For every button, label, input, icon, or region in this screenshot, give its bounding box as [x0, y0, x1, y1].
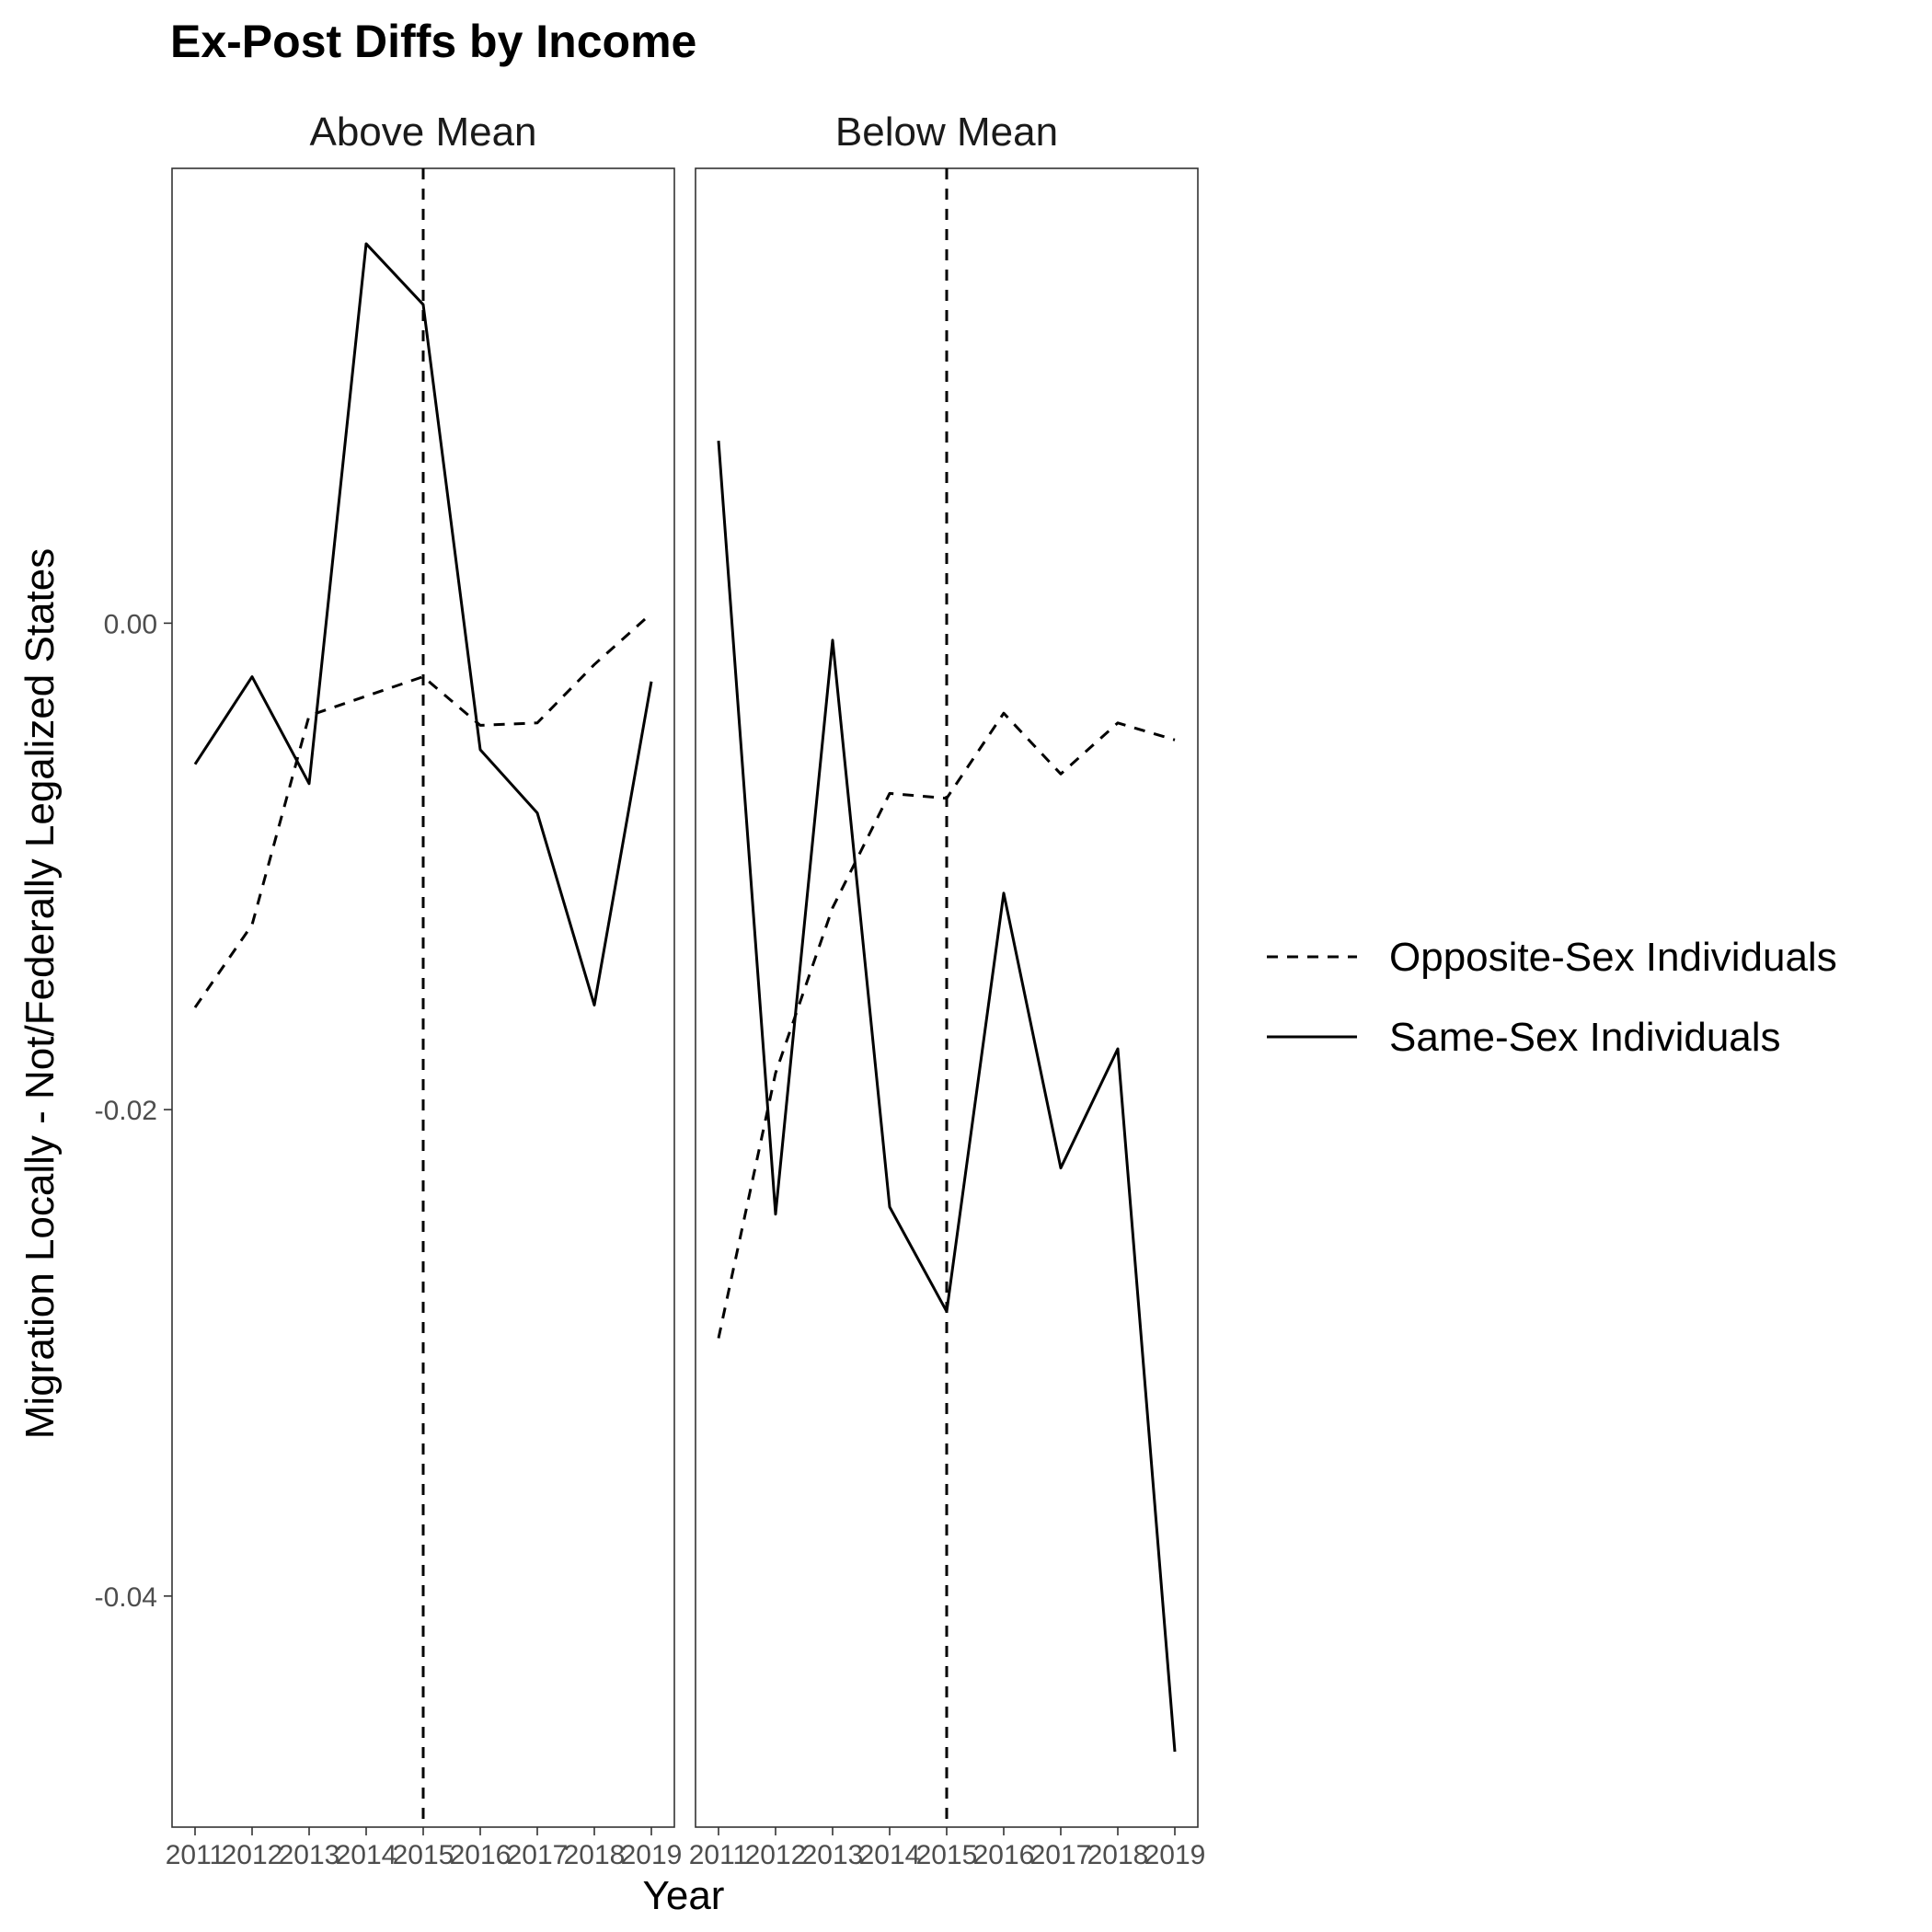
x-tick-label: 2016: [973, 1840, 1035, 1870]
y-axis-title: Migration Locally - Not/Federally Legali…: [17, 548, 63, 1439]
x-tick-label: 2014: [336, 1840, 397, 1870]
y-tick-label: -0.02: [95, 1096, 157, 1126]
x-tick-label: 2014: [859, 1840, 921, 1870]
x-tick-label: 2019: [1144, 1840, 1206, 1870]
x-tick-label: 2011: [166, 1840, 225, 1870]
x-tick-label: 2017: [507, 1840, 569, 1870]
chart-title: Ex-Post Diffs by Income: [170, 16, 696, 67]
x-tick-label: 2013: [802, 1840, 864, 1870]
facet-panels: Above Mean0.00-0.02-0.042011201220132014…: [95, 109, 1206, 1870]
x-tick-label: 2018: [564, 1840, 626, 1870]
x-tick-label: 2013: [279, 1840, 340, 1870]
opposite-sex-series-line: [193, 612, 653, 1008]
y-tick-label: 0.00: [104, 609, 157, 639]
x-tick-label: 2019: [621, 1840, 683, 1870]
x-tick-label: 2016: [450, 1840, 512, 1870]
x-tick-label: 2011: [689, 1840, 749, 1870]
x-axis-title: Year: [643, 1873, 725, 1918]
same-sex-series-line: [717, 440, 1177, 1753]
x-tick-label: 2012: [222, 1840, 283, 1870]
x-tick-label: 2012: [745, 1840, 807, 1870]
panel-1: Below Mean201120122013201420152016201720…: [689, 109, 1206, 1870]
x-tick-label: 2015: [393, 1840, 454, 1870]
facet-label: Below Mean: [835, 109, 1058, 155]
legend: Opposite-Sex Individuals Same-Sex Individ…: [1267, 935, 1837, 1060]
x-tick-label: 2017: [1030, 1840, 1092, 1870]
legend-label-1: Same-Sex Individuals: [1389, 1015, 1781, 1060]
legend-label-0: Opposite-Sex Individuals: [1389, 935, 1837, 980]
facet-label: Above Mean: [309, 109, 536, 155]
y-tick-label: -0.04: [95, 1582, 157, 1613]
x-tick-label: 2015: [916, 1840, 978, 1870]
panel-0: Above Mean 0.00 -0.02 -0.04 2011201220132014…: [95, 109, 683, 1870]
same-sex-series-line: [193, 242, 653, 1006]
x-tick-label: 2018: [1087, 1840, 1149, 1870]
